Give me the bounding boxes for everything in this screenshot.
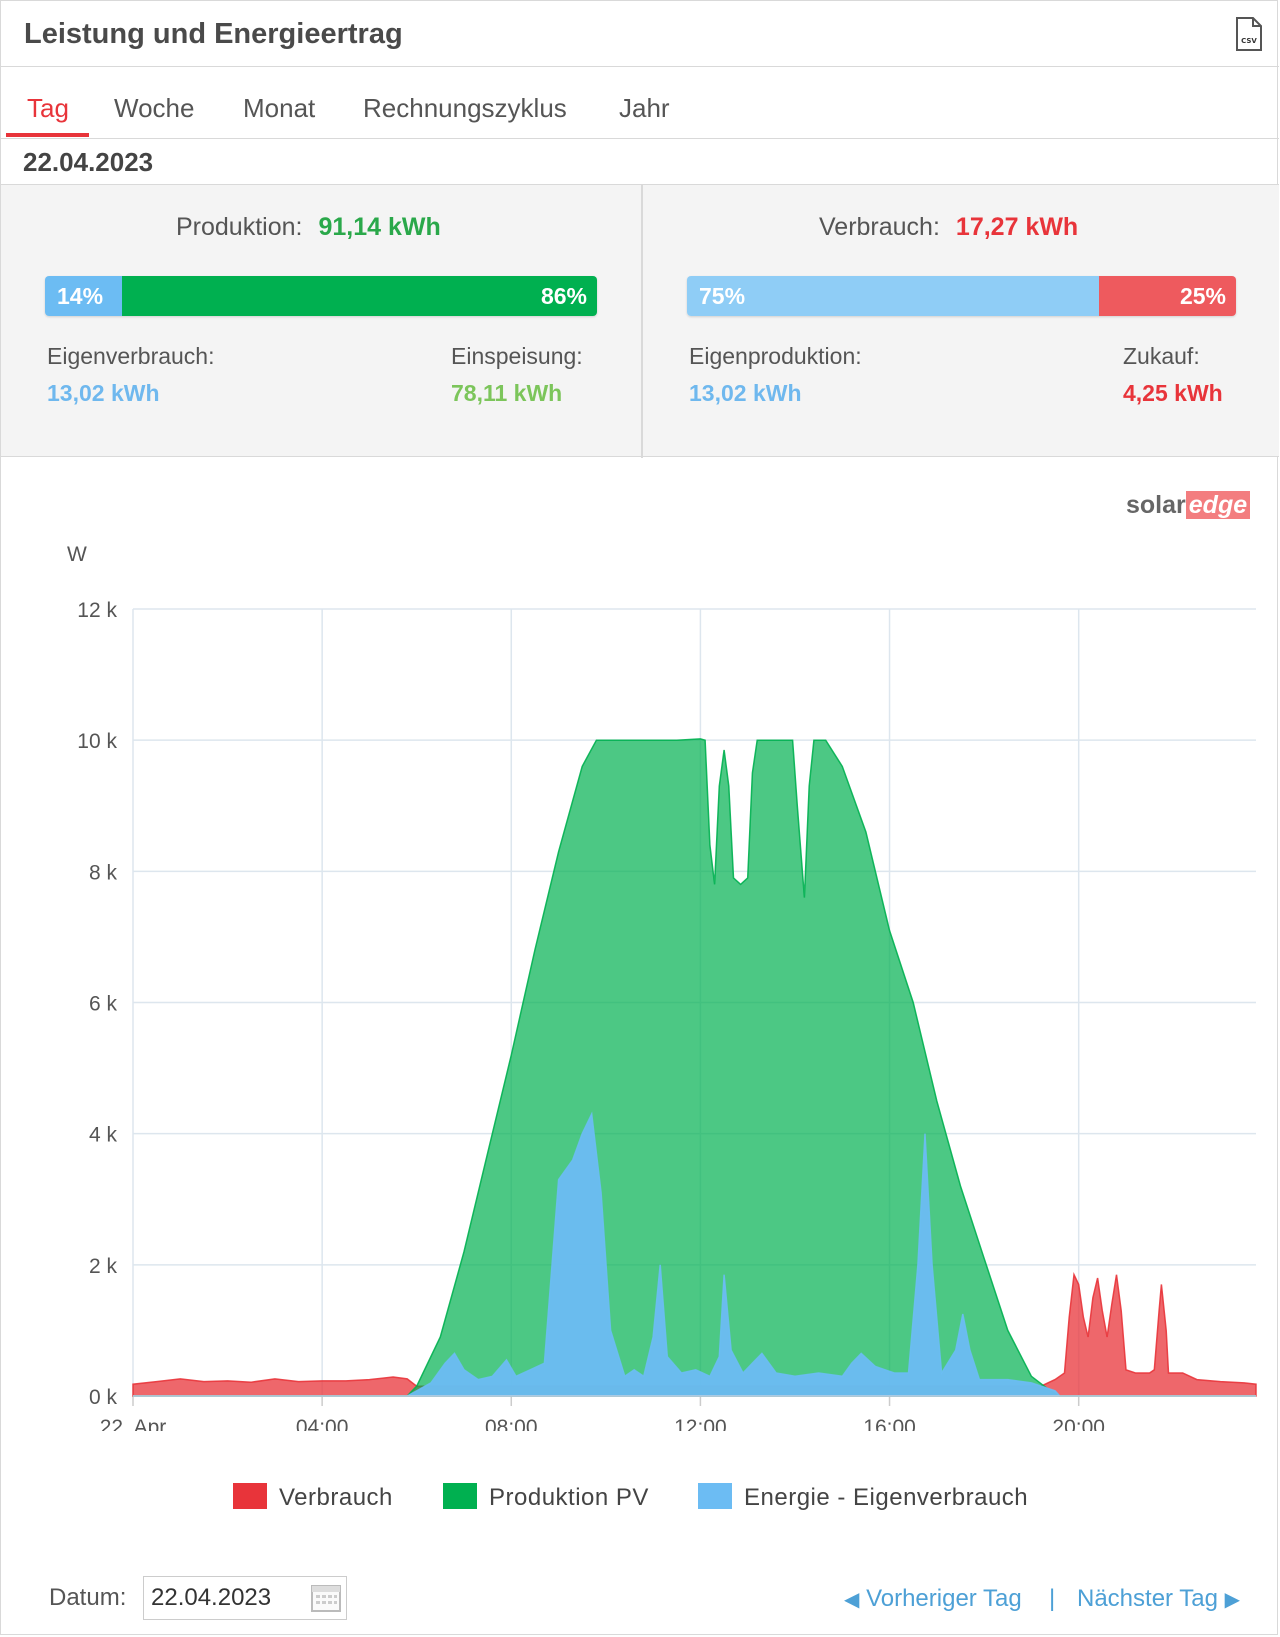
y-tick-label: 10 k	[77, 730, 117, 753]
arrow-right-icon: ▶	[1224, 1589, 1241, 1611]
panel-header: Leistung und Energieertrag CSV	[1, 1, 1279, 67]
legend-label-produktion: Produktion PV	[489, 1484, 649, 1511]
y-tick-label: 12 k	[77, 599, 117, 622]
csv-file-icon[interactable]: CSV	[1235, 17, 1263, 51]
legend-item-produktion[interactable]: Produktion PV	[443, 1483, 649, 1513]
series-area-verbrauch	[132, 1272, 1257, 1397]
nav-separator: |	[1049, 1585, 1056, 1612]
consumption-title: Verbrauch: 17,27 kWh	[819, 213, 1078, 242]
selected-date: 22.04.2023	[23, 147, 154, 177]
energy-summary: Produktion: 91,14 kWh 14% 86% Eigenverbra…	[1, 184, 1279, 458]
x-tick-label: 16:00	[863, 1416, 916, 1431]
production-value: 91,14 kWh	[318, 213, 441, 241]
solaredge-logo: solar edge	[1126, 491, 1251, 520]
consumption-self-pct: 75%	[699, 283, 746, 309]
y-axis-label: W	[67, 543, 87, 566]
x-tick-label: 08:00	[485, 1416, 538, 1431]
feed-in-label: Einspeisung:	[451, 343, 583, 369]
consumption-bar: 75% 25%	[687, 276, 1236, 316]
production-export-segment: 86%	[122, 276, 597, 316]
y-tick-label: 0 k	[89, 1386, 118, 1409]
self-production-value: 13,02 kWh	[689, 380, 802, 406]
legend-item-verbrauch[interactable]: Verbrauch	[233, 1483, 393, 1513]
tab-jahr[interactable]: Jahr	[619, 93, 670, 123]
production-export-pct: 86%	[540, 283, 587, 309]
x-tick-label: 22. Apr	[100, 1416, 167, 1431]
feed-in-value: 78,11 kWh	[451, 380, 563, 406]
y-tick-label: 2 k	[89, 1255, 118, 1278]
y-tick-label: 8 k	[89, 861, 118, 884]
tab-monat[interactable]: Monat	[243, 93, 316, 123]
legend-item-eigenverbrauch[interactable]: Energie - Eigenverbrauch	[698, 1483, 1028, 1513]
self-production-label: Eigenproduktion:	[689, 343, 862, 369]
tab-rechnungszyklus[interactable]: Rechnungszyklus	[363, 93, 567, 123]
series-area-produktion	[133, 738, 1256, 1397]
legend-swatch-verbrauch	[233, 1483, 267, 1509]
self-consumption-value: 13,02 kWh	[47, 380, 160, 406]
date-input[interactable]	[143, 1576, 347, 1620]
x-tick-label: 20:00	[1052, 1416, 1105, 1431]
purchase-label: Zukauf:	[1123, 343, 1200, 369]
consumption-value: 17,27 kWh	[955, 213, 1079, 241]
production-self-pct: 14%	[57, 283, 104, 309]
power-chart: 0 k 2 k 4 k 6 k 8 k 10 k 12 k 22. Apr 04:00 08:00…	[67, 543, 1257, 1431]
tab-woche[interactable]: Woche	[114, 93, 195, 123]
legend-swatch-produktion	[443, 1483, 477, 1509]
production-self-segment: 14%	[45, 276, 123, 316]
legend-swatch-eigenverbrauch	[698, 1483, 732, 1509]
purchase-value: 4,25 kWh	[1123, 380, 1223, 406]
series-area-eigenverbrauch	[133, 1111, 1256, 1397]
period-tabs: Tag Woche Monat Rechnungszyklus Jahr	[1, 67, 1279, 139]
legend-label-verbrauch: Verbrauch	[279, 1484, 393, 1511]
previous-day-link[interactable]: ◀ Vorheriger Tag	[844, 1585, 1022, 1613]
panel-title: Leistung und Energieertrag	[24, 18, 403, 50]
self-consumption-label: Eigenverbrauch:	[47, 343, 215, 369]
consumption-import-pct: 25%	[1179, 283, 1226, 309]
date-label: Datum:	[49, 1584, 127, 1611]
y-tick-label: 4 k	[89, 1124, 118, 1147]
production-bar: 14% 86%	[45, 276, 597, 316]
summary-divider	[641, 185, 643, 458]
x-tick-label: 04:00	[296, 1416, 349, 1431]
previous-day-label: Vorheriger Tag	[866, 1585, 1022, 1612]
arrow-left-icon: ◀	[844, 1589, 860, 1611]
active-tab-indicator	[6, 133, 89, 137]
tab-tag[interactable]: Tag	[27, 93, 69, 123]
production-title: Produktion: 91,14 kWh	[176, 213, 441, 242]
calendar-icon[interactable]	[310, 1581, 342, 1613]
consumption-self-segment: 75%	[687, 276, 1099, 316]
consumption-import-segment: 25%	[1098, 276, 1236, 316]
svg-text:CSV: CSV	[1241, 37, 1257, 45]
x-tick-label: 12:00	[674, 1416, 727, 1431]
y-tick-label: 6 k	[89, 993, 118, 1016]
next-day-label: Nächster Tag	[1077, 1585, 1218, 1612]
production-label: Produktion:	[176, 213, 303, 241]
next-day-link[interactable]: Nächster Tag ▶	[1077, 1585, 1240, 1613]
legend-label-eigenverbrauch: Energie - Eigenverbrauch	[744, 1484, 1029, 1511]
consumption-label: Verbrauch:	[819, 213, 940, 241]
